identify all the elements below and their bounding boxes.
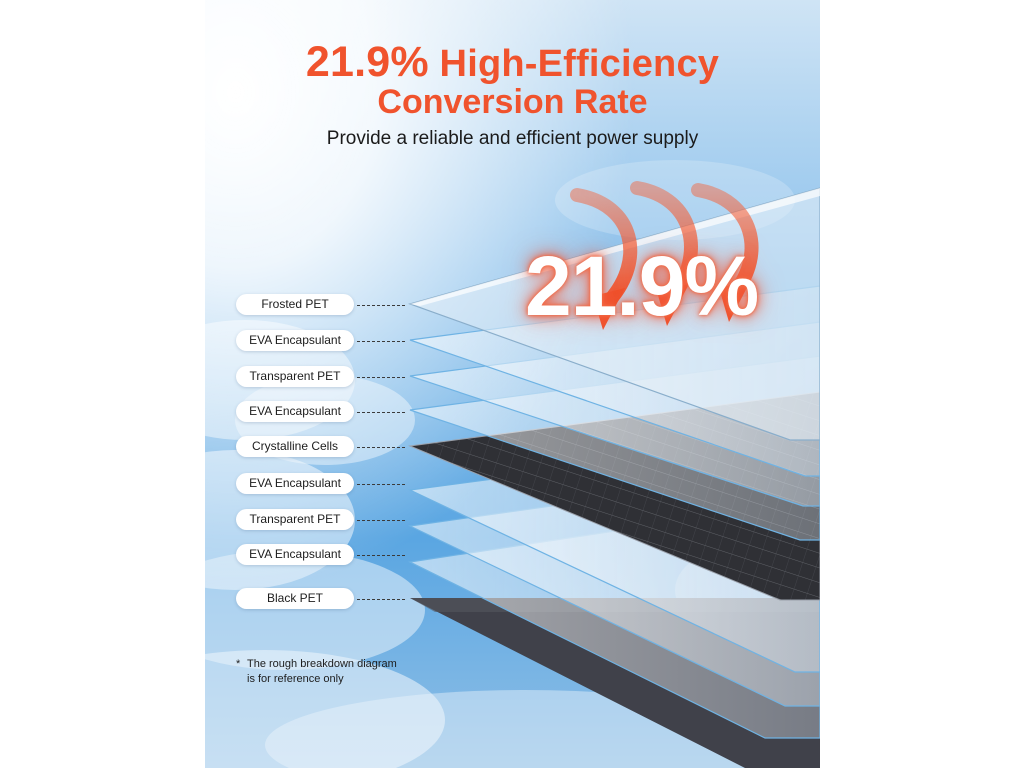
leader-line (357, 599, 405, 600)
layer-label-black-pet: Black PET (236, 588, 354, 609)
leader-line (357, 520, 405, 521)
title-text: High-Efficiency (439, 43, 720, 85)
leader-line (357, 377, 405, 378)
layer-label-transparent-pet: Transparent PET (236, 509, 354, 530)
asterisk-icon: * (236, 658, 241, 670)
layer-label-eva-encapsulant: EVA Encapsulant (236, 473, 354, 494)
layer-label-frosted-pet: Frosted PET (236, 294, 354, 315)
note-line-1: The rough breakdown diagram (247, 658, 397, 670)
leader-line (357, 555, 405, 556)
leader-line (357, 484, 405, 485)
page-title-line2: Conversion Rate (377, 83, 648, 121)
leader-line (357, 305, 405, 306)
leader-line (357, 447, 405, 448)
leader-line (357, 412, 405, 413)
layer-label-eva-encapsulant: EVA Encapsulant (236, 401, 354, 422)
layer-label-eva-encapsulant: EVA Encapsulant (236, 544, 354, 565)
page-title: 21.9% High-Efficiency (205, 38, 820, 87)
curved-arrow-down-icon (570, 181, 759, 307)
layer-label-transparent-pet: Transparent PET (236, 366, 354, 387)
layer-stack (407, 187, 820, 768)
layer-label-crystalline-cells: Crystalline Cells (236, 436, 354, 457)
product-image: 21.9% High-Efficiency Conversion Rate Pr… (205, 0, 820, 768)
disclaimer-note: * The rough breakdown diagram is for refe… (236, 657, 397, 687)
subtitle: Provide a reliable and efficient power s… (326, 128, 699, 149)
efficiency-percentage: 21.9% (525, 239, 759, 333)
solar-panel-diagram (205, 0, 820, 768)
leader-line (357, 341, 405, 342)
note-line-2: is for reference only (247, 673, 344, 685)
layer-label-eva-encapsulant: EVA Encapsulant (236, 330, 354, 351)
title-percentage: 21.9% (305, 38, 429, 86)
